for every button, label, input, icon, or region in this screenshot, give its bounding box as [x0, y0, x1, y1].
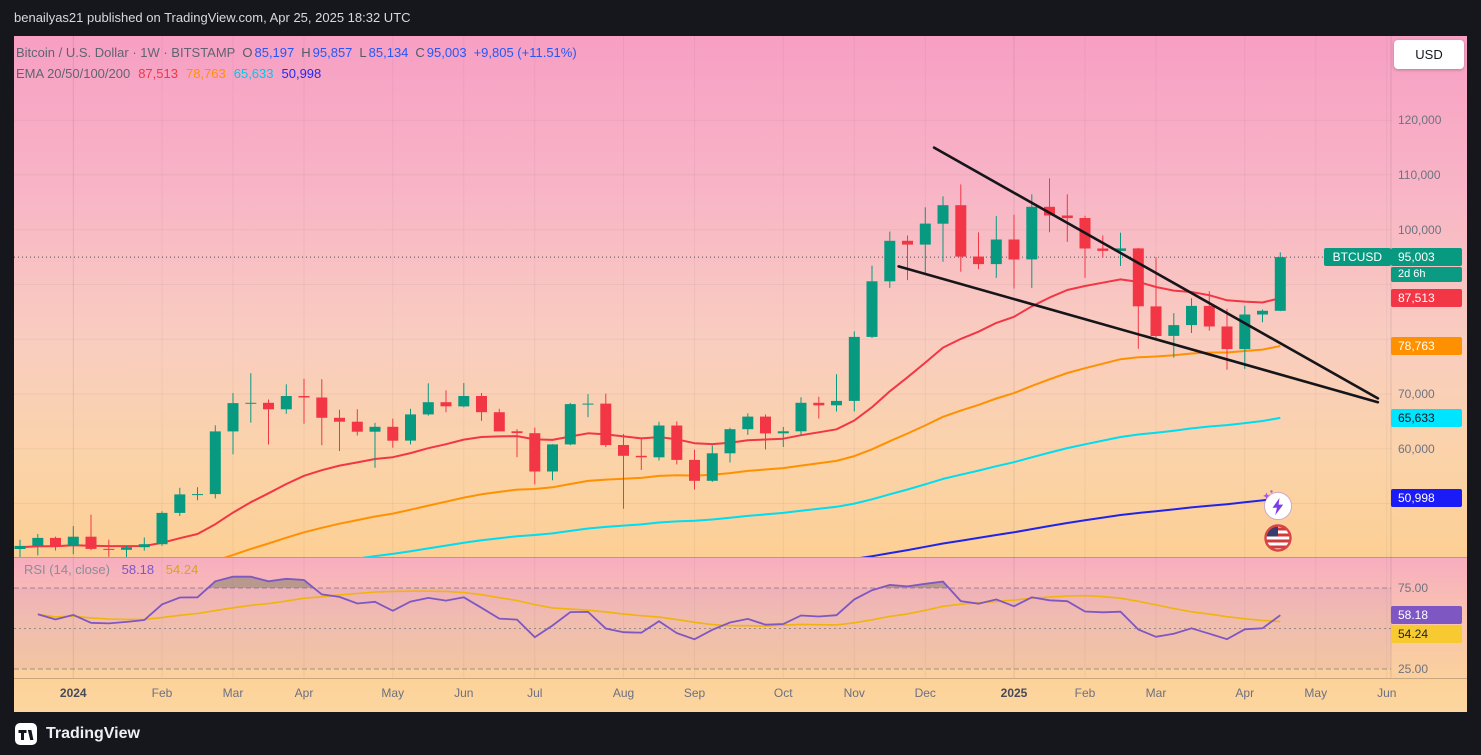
- bar-countdown-badge: 2d 6h: [1391, 267, 1462, 283]
- change-value: +9,805 (+11.51%): [473, 45, 577, 60]
- price-scale[interactable]: 120,000 110,000 100,000 70,000 60,000 95,003 2…: [1391, 36, 1467, 678]
- price-scale-label: 120,000: [1398, 113, 1442, 128]
- current-price-badge: 95,003: [1391, 248, 1462, 267]
- time-scale-label: Feb: [151, 686, 173, 700]
- currency-toggle-usd[interactable]: USD: [1394, 40, 1464, 69]
- ema-legend-values: 87,513 78,763 65,633 50,998: [130, 66, 321, 81]
- rsi-pane-drawings: [14, 575, 1391, 670]
- ema-price-badge: 87,513: [1391, 289, 1462, 308]
- time-scale-label: May: [1304, 686, 1328, 700]
- time-scale-label: Jun: [1377, 686, 1397, 700]
- ohlc-value: 95,857: [312, 45, 353, 60]
- time-scale-label: Aug: [612, 686, 635, 700]
- publish-byline-bar: benailyas21 published on TradingView.com…: [0, 0, 1481, 36]
- time-scale-label: Feb: [1074, 686, 1096, 700]
- ema-legend-value: 78,763: [185, 66, 226, 81]
- rsi-value-badge: 54.24: [1391, 625, 1462, 644]
- footer-bar: TradingView: [0, 712, 1481, 755]
- ohlc-value: 85,197: [254, 45, 295, 60]
- ema-legend-value: 65,633: [233, 66, 274, 81]
- time-scale-label: Jul: [527, 686, 543, 700]
- ema-price-badge: 50,998: [1391, 489, 1462, 508]
- symbol-title[interactable]: Bitcoin / U.S. Dollar · 1W · BITSTAMP: [16, 45, 236, 60]
- ema-price-badge: 65,633: [1391, 408, 1462, 427]
- publish-byline: benailyas21 published on TradingView.com…: [14, 10, 411, 25]
- price-scale-label: 60,000: [1398, 441, 1435, 456]
- time-scale-label: Mar: [222, 686, 244, 700]
- ohlc-label: H: [301, 45, 311, 60]
- gridlines: [14, 36, 1392, 678]
- rsi-ma-value: 54.24: [165, 562, 199, 577]
- ema-price-badge: 78,763: [1391, 337, 1462, 355]
- ohlc-label: C: [415, 45, 425, 60]
- tradingview-logo-icon[interactable]: [14, 722, 38, 746]
- lightning-reaction-icon[interactable]: [1258, 488, 1296, 527]
- time-scale-label: 2024: [59, 686, 87, 700]
- tradingview-wordmark[interactable]: TradingView: [46, 724, 140, 742]
- price-scale-label: 110,000: [1398, 167, 1441, 182]
- time-scale-label: Apr: [294, 686, 314, 700]
- time-scale-label: Apr: [1235, 686, 1255, 700]
- rsi-scale-label: 25.00: [1398, 662, 1429, 676]
- time-scale-label: 2025: [1000, 686, 1028, 700]
- time-scale-label: Dec: [914, 686, 936, 700]
- main-chart-pane[interactable]: [14, 36, 1467, 557]
- rsi-title[interactable]: RSI (14, close): [24, 562, 110, 577]
- time-scale-label: May: [381, 686, 405, 700]
- time-scale-label: Sep: [683, 686, 706, 700]
- time-scale-label: Jun: [454, 686, 474, 700]
- price-scale-label: 70,000: [1398, 387, 1435, 401]
- price-scale-label: 100,000: [1398, 222, 1442, 237]
- symbol-badge: BTCUSD: [1323, 248, 1391, 267]
- ohlc-value: 95,003: [426, 45, 467, 60]
- rsi-value: 58.18: [121, 562, 155, 577]
- ema-legend-value: 50,998: [281, 66, 322, 81]
- rsi-legend[interactable]: RSI (14, close) 58.18 54.24: [24, 562, 206, 577]
- ohlc-label: L: [359, 45, 367, 60]
- us-flag-reaction-icon[interactable]: [1261, 521, 1295, 560]
- ema-legend-value: 87,513: [138, 66, 178, 81]
- ema-indicator-title[interactable]: EMA 20/50/100/200: [16, 66, 131, 81]
- rsi-scale-label: 75.00: [1398, 581, 1429, 595]
- time-scale[interactable]: 2024 Feb Mar Apr May Jun Jul Aug Sep Oct Nov Dec 202…: [14, 678, 1467, 712]
- time-scale-label: Nov: [843, 686, 865, 700]
- ohlc-values: O 85,197 H 95,857 L 85,134 C 95,003: [235, 45, 466, 60]
- rsi-value-badge: 58.18: [1391, 606, 1462, 625]
- ohlc-label: O: [242, 45, 253, 60]
- time-scale-label: Mar: [1145, 686, 1167, 700]
- time-scale-label: Oct: [773, 686, 793, 700]
- ohlc-value: 85,134: [368, 45, 409, 60]
- price-pane-drawings: [14, 146, 1391, 557]
